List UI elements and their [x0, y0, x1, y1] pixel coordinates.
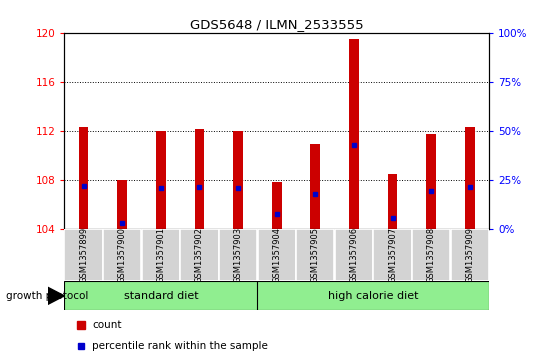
Text: high calorie diet: high calorie diet: [328, 291, 419, 301]
Text: GSM1357901: GSM1357901: [157, 227, 165, 283]
Bar: [219, 229, 257, 281]
Text: GSM1357900: GSM1357900: [118, 227, 127, 283]
Text: count: count: [92, 321, 121, 330]
Bar: [427, 134, 436, 229]
Text: GSM1357906: GSM1357906: [349, 227, 358, 283]
Text: standard diet: standard diet: [124, 291, 198, 301]
Text: GSM1357903: GSM1357903: [234, 227, 243, 283]
Text: GSM1357907: GSM1357907: [388, 227, 397, 283]
Bar: [451, 229, 489, 281]
Polygon shape: [48, 287, 64, 305]
Bar: [181, 229, 219, 281]
Text: GSM1357902: GSM1357902: [195, 227, 204, 283]
Bar: [79, 127, 88, 229]
Bar: [156, 131, 165, 229]
Bar: [195, 130, 204, 229]
Bar: [272, 182, 282, 229]
Text: GSM1357909: GSM1357909: [465, 227, 475, 283]
Bar: [412, 229, 451, 281]
Bar: [335, 229, 373, 281]
Bar: [388, 174, 397, 229]
Bar: [258, 229, 296, 281]
Bar: [103, 229, 141, 281]
Title: GDS5648 / ILMN_2533555: GDS5648 / ILMN_2533555: [190, 19, 363, 32]
Text: GSM1357905: GSM1357905: [311, 227, 320, 283]
Text: GSM1357899: GSM1357899: [79, 227, 88, 283]
Bar: [296, 229, 334, 281]
Bar: [142, 229, 180, 281]
Text: GSM1357904: GSM1357904: [272, 227, 281, 283]
Bar: [233, 131, 243, 229]
Bar: [64, 229, 103, 281]
Text: GSM1357908: GSM1357908: [427, 227, 435, 283]
Bar: [349, 39, 359, 229]
Bar: [310, 144, 320, 229]
Bar: [373, 229, 411, 281]
Text: percentile rank within the sample: percentile rank within the sample: [92, 341, 268, 351]
Text: growth protocol: growth protocol: [6, 291, 88, 301]
Bar: [117, 180, 127, 229]
Bar: [465, 127, 475, 229]
